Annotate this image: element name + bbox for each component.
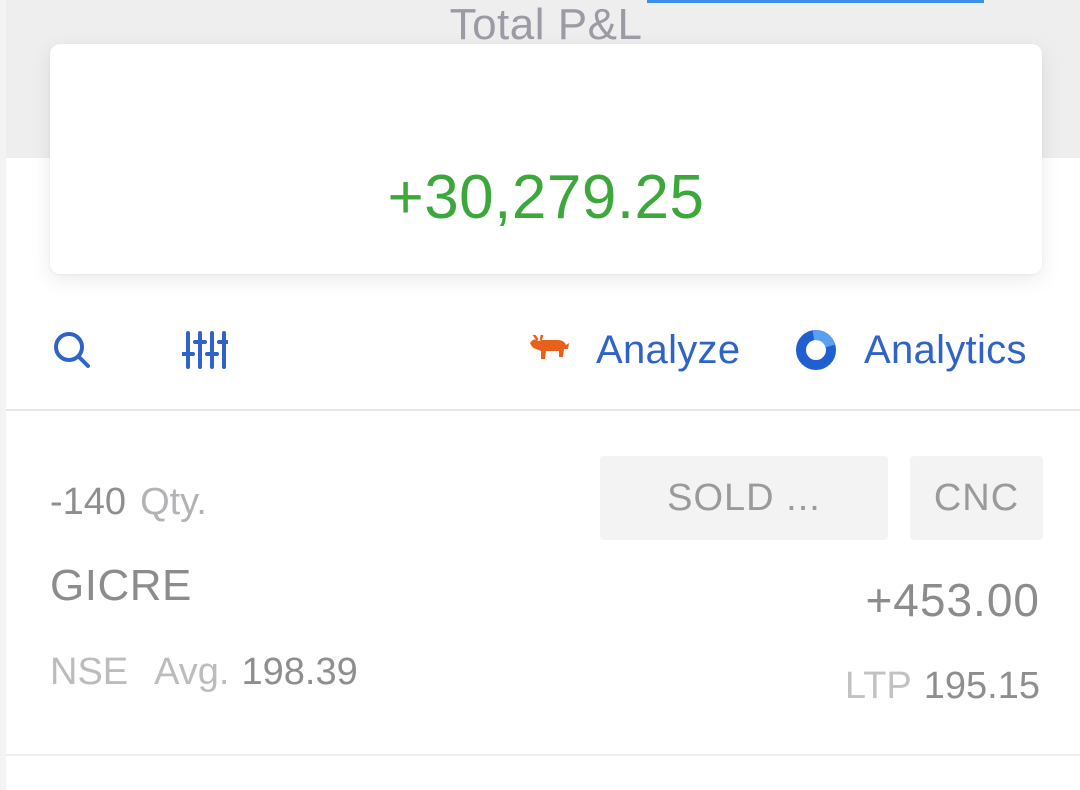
total-pnl-value: +30,279.25 xyxy=(387,163,705,232)
analytics-label: Analytics xyxy=(864,327,1027,372)
quantity: -140 Qty. xyxy=(50,481,207,524)
ltp: LTP 195.15 xyxy=(845,665,1040,708)
status-tag: SOLD ... xyxy=(600,456,888,540)
ltp-label: LTP xyxy=(844,665,912,707)
analytics-link[interactable]: Analytics xyxy=(794,324,1027,376)
bull-icon xyxy=(530,335,569,359)
toolbar-divider xyxy=(6,409,1080,411)
active-tab-indicator xyxy=(647,0,984,3)
ring-icon xyxy=(796,330,836,370)
total-pnl-label: Total P&L xyxy=(449,0,643,49)
row-divider xyxy=(6,754,1080,756)
sliders-icon xyxy=(182,331,228,369)
avg-label: Avg. xyxy=(154,651,230,693)
analyze-label: Analyze xyxy=(596,327,741,372)
position-row-gicre[interactable]: -140 Qty. SOLD ... CNC GICRE +453.00 NSE A… xyxy=(0,411,1080,753)
instrument-symbol: GICRE xyxy=(50,561,192,610)
instrument-meta: NSE Avg. 198.39 xyxy=(50,651,358,694)
exchange-label: NSE xyxy=(50,651,129,693)
avg-value: 198.39 xyxy=(241,651,358,693)
search-icon xyxy=(54,332,90,368)
analyze-link[interactable]: Analyze xyxy=(528,324,740,376)
position-pnl: +453.00 xyxy=(865,574,1040,626)
search-button[interactable] xyxy=(50,328,94,372)
left-edge xyxy=(0,0,6,790)
filter-button[interactable] xyxy=(180,328,230,372)
total-pnl-card: Total P&L +30,279.25 xyxy=(50,0,1042,274)
product-tag: CNC xyxy=(910,456,1043,540)
quantity-unit: Qty. xyxy=(140,481,207,523)
quantity-value: -140 xyxy=(50,481,127,523)
positions-toolbar: Analyze Analytics xyxy=(0,310,1080,400)
ltp-value: 195.15 xyxy=(923,665,1040,707)
